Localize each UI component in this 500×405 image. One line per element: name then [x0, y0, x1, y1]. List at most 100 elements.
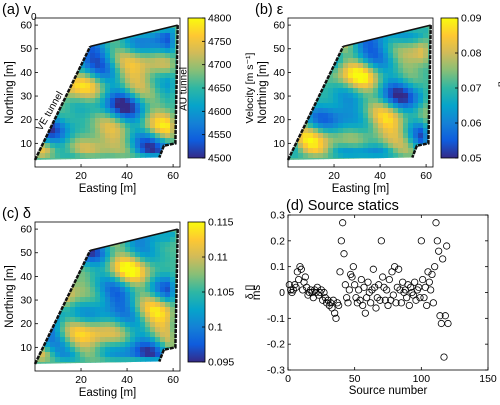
- scatter-point: [319, 296, 327, 304]
- field-cell: [155, 78, 161, 84]
- field-cell: [408, 73, 414, 79]
- field-cell: [90, 267, 96, 273]
- field-cell: [100, 58, 106, 64]
- field-cell: [323, 83, 329, 89]
- field-cell: [60, 342, 66, 348]
- field-cell: [333, 78, 339, 84]
- field-cell: [40, 357, 46, 363]
- field-cell: [288, 153, 294, 159]
- field-cell: [398, 128, 404, 134]
- field-cell: [125, 272, 131, 278]
- field-cell: [170, 262, 176, 268]
- field-cell: [75, 327, 81, 333]
- field-cell: [110, 83, 116, 89]
- field-cell: [155, 113, 161, 119]
- field-cell: [135, 332, 141, 338]
- field-cell: [160, 332, 166, 338]
- field-cell: [120, 138, 126, 144]
- field-cell: [95, 317, 101, 323]
- field-cell: [85, 83, 91, 89]
- field-cell: [363, 103, 369, 109]
- field-cell: [155, 277, 161, 283]
- field-cell: [110, 98, 116, 104]
- field-cell: [348, 93, 354, 99]
- colorbar-label: δ []: [244, 285, 256, 300]
- field-cell: [90, 272, 96, 278]
- scatter-point: [391, 263, 399, 271]
- field-cell: [413, 68, 419, 74]
- field-cell: [165, 247, 171, 253]
- field-cell: [140, 287, 146, 293]
- field-cell: [130, 53, 136, 59]
- field-cell: [423, 73, 429, 79]
- field-cell: [100, 272, 106, 278]
- field-cell: [80, 362, 86, 364]
- field-cell: [50, 143, 56, 149]
- field-cell: [378, 113, 384, 119]
- field-cell: [120, 287, 126, 293]
- field-cell: [418, 93, 424, 99]
- field-cell: [373, 133, 379, 139]
- field-cell: [145, 113, 151, 119]
- field-cell: [160, 118, 166, 124]
- field-cell: [125, 38, 131, 44]
- field-cell: [378, 118, 384, 124]
- field-cell: [323, 93, 329, 99]
- field-cell: [75, 138, 81, 144]
- scatter-point: [352, 294, 360, 302]
- field-cell: [160, 257, 166, 263]
- field-cell: [130, 153, 136, 159]
- field-cell: [70, 83, 76, 89]
- field-cell: [378, 78, 384, 84]
- field-cell: [418, 58, 424, 64]
- field-cell: [70, 123, 76, 129]
- field-cell: [170, 128, 176, 134]
- field-cell: [110, 272, 116, 278]
- field-cell: [358, 68, 364, 74]
- field-cell: [135, 98, 141, 104]
- field-cell: [135, 262, 141, 268]
- field-cell: [413, 48, 419, 54]
- scatter-point: [359, 301, 367, 310]
- field-cell: [105, 252, 111, 258]
- field-cell: [343, 98, 349, 104]
- field-cell: [115, 352, 121, 358]
- field-cell: [383, 138, 389, 144]
- field-cell: [343, 108, 349, 114]
- field-cell: [105, 78, 111, 84]
- field-cell: [155, 267, 161, 273]
- field-cell: [60, 322, 66, 328]
- field-cell: [165, 287, 171, 293]
- field-cell: [418, 108, 424, 114]
- field-cell: [160, 98, 166, 104]
- field-cell: [398, 118, 404, 124]
- field-cell: [313, 108, 319, 114]
- field-cell: [85, 257, 91, 263]
- field-cell: [373, 98, 379, 104]
- colorbar-tick-label: 0.095: [208, 357, 234, 369]
- field-cell: [120, 242, 126, 248]
- field-cell: [140, 48, 146, 54]
- field-cell: [125, 262, 131, 268]
- field-cell: [378, 83, 384, 89]
- field-cell: [358, 83, 364, 89]
- field-cell: [145, 322, 151, 328]
- field-cell: [140, 83, 146, 89]
- field-cell: [85, 73, 91, 79]
- scatter-point: [360, 283, 368, 291]
- field-cell: [165, 138, 171, 144]
- field-cell: [85, 312, 91, 318]
- field-cell: [358, 78, 364, 84]
- field-cell: [135, 118, 141, 124]
- field-cell: [165, 28, 171, 34]
- field-cell: [110, 113, 116, 119]
- field-cell: [150, 247, 156, 253]
- field-cell: [140, 312, 146, 318]
- field-cell: [125, 242, 131, 248]
- field-cell: [125, 98, 131, 104]
- field-cell: [423, 108, 429, 114]
- field-cell: [70, 327, 76, 333]
- field-cell: [318, 118, 324, 124]
- field-cell: [45, 153, 51, 159]
- field-cell: [368, 128, 374, 134]
